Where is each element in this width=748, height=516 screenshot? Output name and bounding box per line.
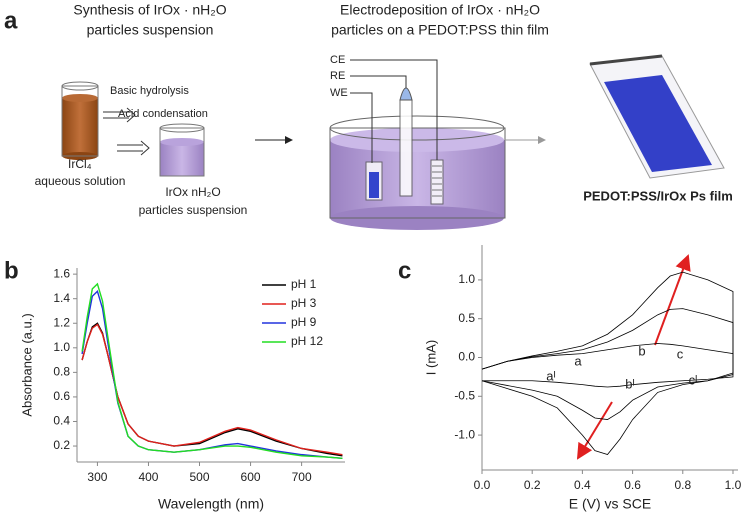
product-label: PEDOT:PSS/IrOx Ps film (583, 188, 733, 203)
section-title: particles suspension (87, 22, 214, 38)
legend-label: pH 3 (291, 296, 317, 310)
beaker (159, 123, 205, 177)
trend-arrow (576, 401, 613, 460)
series-line (481, 343, 734, 388)
y-tick-label: 0.4 (53, 414, 70, 428)
x-tick-label: 600 (241, 470, 261, 484)
series-line (481, 308, 734, 420)
section-title: Synthesis of IrOx · nH₂O (73, 2, 226, 18)
y-axis-label: I (mA) (423, 340, 438, 375)
panel-label: c (398, 257, 411, 284)
step-label: Acid condensation (118, 108, 208, 120)
series-line (81, 282, 343, 460)
y-tick-label: 0.5 (458, 311, 475, 325)
x-tick-label: 0.6 (624, 478, 641, 492)
x-tick-label: 700 (292, 470, 312, 484)
x-axis-label: E (V) vs SCE (569, 496, 651, 512)
y-tick-label: 0.2 (53, 438, 70, 452)
series-line (481, 271, 734, 455)
legend-label: pH 9 (291, 315, 317, 329)
y-tick-label: 1.0 (458, 272, 475, 286)
annotation: a (574, 353, 582, 368)
y-axis-label: Absorbance (a.u.) (19, 313, 34, 416)
section-title: Electrodeposition of IrOx · nH₂O (340, 2, 540, 18)
y-tick-label: 0.6 (53, 389, 70, 403)
suspension-label: particles suspension (139, 203, 248, 217)
electrode-label: RE (330, 70, 345, 82)
trend-arrow (654, 254, 691, 346)
x-tick-label: 0.0 (474, 478, 491, 492)
step-label: Basic hydrolysis (110, 85, 189, 97)
legend-label: pH 1 (291, 277, 317, 291)
annotation: bᴵ (625, 376, 634, 391)
y-tick-label: 0.0 (458, 350, 475, 364)
film (589, 54, 725, 179)
x-tick-label: 0.4 (574, 478, 591, 492)
annotation: b (638, 343, 645, 358)
x-tick-label: 400 (138, 470, 158, 484)
section-title: particles on a PEDOT:PSS thin film (331, 22, 549, 38)
y-tick-label: -1.0 (454, 427, 475, 441)
y-tick-label: 1.6 (53, 266, 70, 280)
hollow-arrow (117, 140, 150, 156)
beaker (61, 81, 99, 160)
precursor-label: aqueous solution (35, 174, 126, 188)
y-tick-label: 1.0 (53, 340, 70, 354)
y-tick-label: 0.8 (53, 365, 70, 379)
hollow-arrow (103, 107, 136, 123)
x-tick-label: 0.2 (524, 478, 541, 492)
y-tick-label: -0.5 (454, 388, 475, 402)
annotation: cᴵ (689, 372, 698, 387)
y-tick-label: 1.4 (53, 291, 70, 305)
legend-label: pH 12 (291, 334, 323, 348)
x-tick-label: 300 (87, 470, 107, 484)
suspension-label: IrOx nH₂O (165, 185, 220, 199)
annotation: aᴵ (546, 368, 555, 383)
electrode-label: CE (330, 54, 345, 66)
series-line (81, 323, 343, 456)
panel-label: a (4, 7, 18, 34)
y-tick-label: 1.2 (53, 315, 70, 329)
x-tick-label: 1.0 (725, 478, 742, 492)
annotation: c (677, 346, 684, 361)
x-tick-label: 500 (189, 470, 209, 484)
precursor-label: IrCl₄ (68, 157, 92, 171)
x-tick-label: 0.8 (674, 478, 691, 492)
panel-label: b (4, 257, 19, 284)
electrode-label: WE (330, 87, 348, 99)
cell (329, 59, 506, 230)
x-axis-label: Wavelength (nm) (158, 496, 264, 512)
